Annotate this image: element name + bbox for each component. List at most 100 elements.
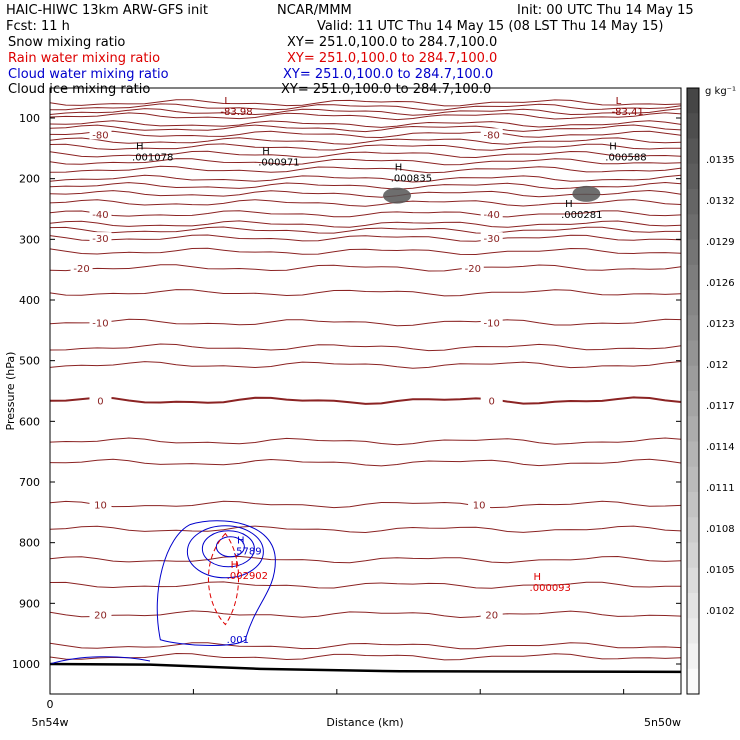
contour-label: -30 — [92, 234, 108, 245]
extremum-value: .000835 — [391, 174, 432, 185]
extremum-value: -83.41 — [612, 107, 644, 118]
contour-label: 20 — [485, 610, 498, 621]
contour-label-bg — [468, 498, 491, 510]
colorbar-segment — [687, 138, 699, 165]
colorbar-segment — [687, 264, 699, 291]
temperature-contour-line — [49, 150, 682, 159]
contour-label: -10 — [92, 318, 108, 329]
temperature-contour-line — [49, 458, 682, 467]
colorbar-label: .0135 — [706, 155, 735, 166]
temperature-contour-line — [49, 581, 681, 589]
colorbar-segment — [687, 517, 699, 543]
temperature-contour-line — [49, 361, 682, 369]
y-tick-label: 900 — [19, 597, 40, 610]
colorbar-segment — [687, 290, 699, 316]
colorbar-segment — [687, 593, 699, 619]
extremum-value: .002902 — [227, 571, 268, 582]
colorbar-segment — [687, 416, 699, 442]
temperature-contour-line — [49, 174, 682, 183]
y-axis-label: Pressure (hPa) — [4, 352, 17, 431]
temperature-contour-line — [49, 525, 682, 534]
contour-label-bg — [89, 316, 112, 328]
extremum-value: -83.98 — [220, 107, 252, 118]
extremum-marker: H — [231, 560, 239, 571]
colorbar-frame — [686, 87, 700, 695]
title-center: NCAR/MMM — [277, 3, 352, 18]
colorbar-segment — [687, 466, 699, 493]
temperature-contour-line — [49, 396, 682, 405]
temperature-contour-line — [49, 247, 682, 256]
contour-label-bg — [461, 261, 484, 273]
snow-maximum-shading — [572, 185, 601, 202]
temperature-contour-line — [49, 124, 682, 133]
y-tick-label: 500 — [19, 355, 40, 368]
colorbar-label: .0117 — [706, 401, 735, 412]
colorbar-segment — [687, 239, 699, 266]
init-time: Init: 00 UTC Thu 14 May 15 — [517, 3, 694, 18]
contour-label-bg — [89, 207, 112, 219]
contour-label-bg — [89, 608, 112, 620]
contour-label: 10 — [473, 500, 486, 511]
cloud-water-contour — [49, 656, 151, 665]
plot-frame — [49, 87, 682, 695]
contour-label: -40 — [92, 210, 108, 221]
temperature-contour-line — [49, 610, 682, 619]
temperature-contour-line — [49, 289, 682, 297]
contour-label: -80 — [484, 130, 500, 141]
x-left-location: 5n54w — [32, 716, 69, 729]
temperature-contour-line — [49, 108, 682, 116]
field-xy-snow: XY= 251.0,100.0 to 284.7,100.0 — [287, 35, 497, 50]
colorbar-segment — [687, 365, 699, 392]
contour-label-bg — [89, 128, 112, 140]
contour-label-bg — [89, 232, 112, 244]
colorbar-label: .012 — [706, 360, 728, 371]
temperature-contour-line — [49, 199, 682, 207]
colorbar-segment — [687, 163, 699, 190]
extremum-marker: H — [237, 536, 245, 547]
colorbar-label: .0111 — [706, 483, 735, 494]
extremum-value: .000281 — [561, 210, 602, 221]
temperature-contour-line — [49, 99, 682, 107]
contour-label-bg — [480, 316, 503, 328]
contour-label-bg — [480, 128, 503, 140]
forecast-hour: Fcst: 11 h — [6, 19, 70, 34]
contour-label: -80 — [92, 130, 108, 141]
extremum-value: .000971 — [258, 157, 299, 168]
colorbar-segment — [687, 340, 699, 367]
extremum-marker: H — [395, 163, 403, 174]
y-tick-label: 100 — [19, 112, 40, 125]
contour-label: -20 — [73, 264, 89, 275]
colorbar-label: .0105 — [706, 565, 735, 576]
colorbar-label: .0114 — [706, 442, 735, 453]
temperature-contour-line — [49, 158, 682, 166]
contour-label: 0 — [489, 397, 495, 408]
x-axis-label: Distance (km) — [326, 716, 403, 729]
field-xy-cloudwater: XY= 251.0,100.0 to 284.7,100.0 — [283, 67, 493, 82]
field-xy-rain: XY= 251.0,100.0 to 284.7,100.0 — [287, 51, 497, 66]
temperature-contour-line — [49, 181, 682, 190]
colorbar-label: .0132 — [706, 196, 735, 207]
colorbar-label: .0123 — [706, 319, 735, 330]
contour-label-bg — [89, 498, 112, 510]
colorbar: .0135 .0132 .0129 .0126 .0123 .012 .0117 .0114.… — [686, 87, 735, 695]
temperature-contour-line — [49, 165, 682, 174]
temperature-contour-line — [49, 343, 682, 352]
temperature-contour-line — [49, 143, 682, 151]
extremum-marker: L — [616, 96, 622, 107]
temperature-contour-line — [49, 234, 682, 242]
extremum-marker: H — [262, 146, 270, 157]
contour-label: -10 — [484, 318, 500, 329]
cloud-water-contour — [186, 525, 264, 579]
temperature-contour-line — [49, 120, 682, 128]
extremum-value: .000588 — [605, 152, 646, 163]
temperature-contour-line — [49, 220, 682, 228]
y-tick-label: 200 — [19, 173, 40, 186]
temperature-contour-line — [49, 642, 682, 650]
temperature-contour-line — [49, 318, 682, 327]
colorbar-segment — [687, 567, 699, 594]
colorbar-label: .0126 — [706, 278, 735, 289]
contour-label: -40 — [484, 210, 500, 221]
contour-label: -20 — [465, 264, 481, 275]
